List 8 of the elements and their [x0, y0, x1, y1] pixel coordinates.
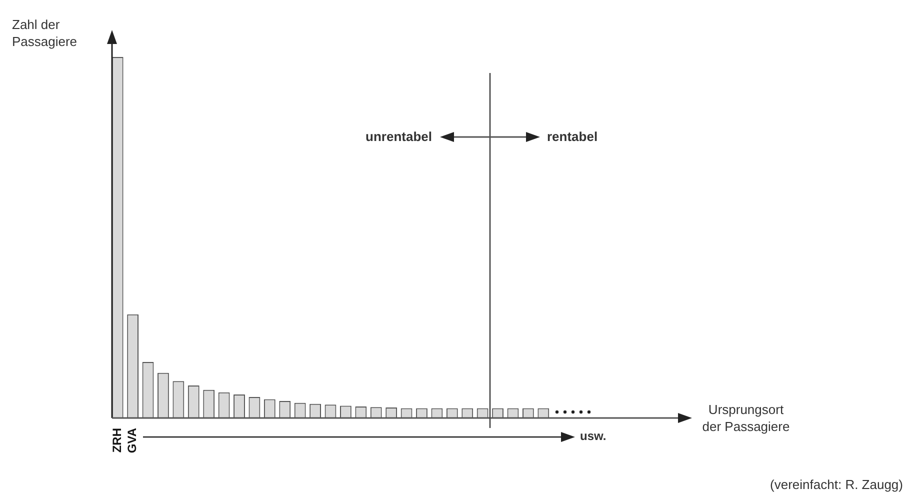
annotation: unrentabel [366, 129, 432, 144]
y-axis-title: Zahl der Passagiere [12, 16, 78, 50]
x-tick-label: GVA [125, 428, 140, 454]
text: Ursprungsort der Passagiere [702, 401, 790, 435]
annotation: rentabel [547, 129, 598, 144]
text: usw. [580, 429, 606, 443]
x-tick-label: ZRH [110, 428, 124, 453]
text: (vereinfacht: R. Zaugg) [770, 477, 903, 492]
